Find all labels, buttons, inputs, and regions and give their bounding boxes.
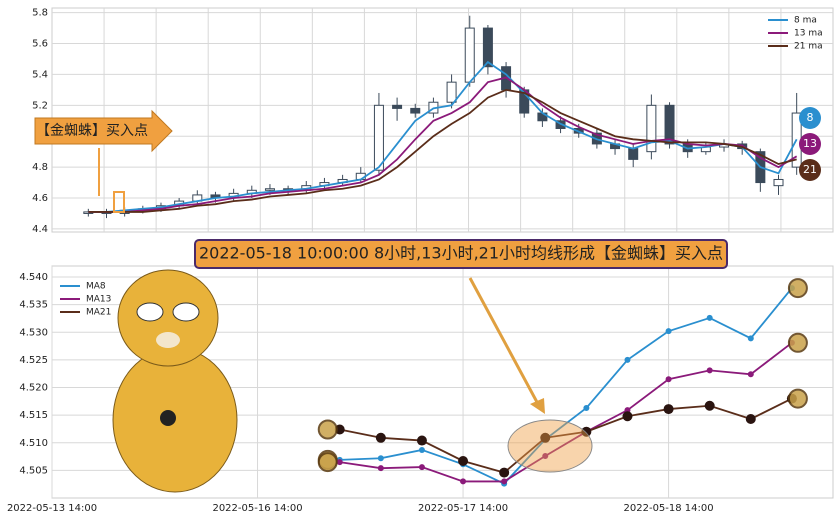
banner — [194, 239, 728, 269]
y-tick-label: 4.505 — [19, 465, 48, 476]
ma-point — [418, 446, 425, 453]
ma-line — [88, 88, 797, 213]
x-tick-label: 2022-05-18 14:00 — [624, 503, 714, 514]
candle-body — [482, 27, 493, 68]
ma-point — [665, 328, 672, 335]
ma-point — [377, 465, 384, 472]
ma-point — [622, 411, 633, 422]
pointer-head — [530, 398, 545, 414]
ma-line — [339, 342, 793, 483]
y-tick-label: 4.6 — [32, 193, 48, 204]
ma-line — [88, 60, 798, 213]
ma-point — [706, 314, 713, 321]
y-tick-label: 4.8 — [32, 162, 48, 173]
y-tick-label: 5.4 — [32, 69, 48, 80]
legend-label: 21 ma — [794, 42, 823, 52]
ma-point — [542, 453, 549, 460]
legend-label: MA8 — [86, 282, 106, 292]
end-badge-label: 8 — [807, 111, 814, 124]
spider-icon — [787, 332, 808, 353]
spider-icon — [317, 419, 338, 440]
spider-icon — [787, 278, 808, 299]
candle-body — [264, 188, 275, 191]
buy-box — [113, 191, 125, 213]
ma-point — [747, 335, 754, 342]
ma-point — [704, 400, 715, 411]
x-tick-label: 2022-05-17 14:00 — [418, 503, 508, 514]
highlight-ellipse — [507, 419, 593, 473]
y-tick-label: 4.510 — [19, 438, 48, 449]
ma-point — [663, 404, 674, 415]
ma-point — [375, 432, 386, 443]
ma-point — [501, 478, 508, 485]
candle-body — [410, 107, 421, 114]
end-badge — [799, 107, 821, 129]
ma-point — [460, 478, 467, 485]
end-badge — [799, 133, 821, 155]
spider-icon — [787, 388, 808, 409]
ma-point — [540, 432, 551, 443]
ma-point — [745, 414, 756, 425]
y-tick-label: 4.530 — [19, 327, 48, 338]
y-tick-label: 5.2 — [32, 100, 48, 111]
y-tick-label: 4.525 — [19, 355, 48, 366]
legend-label: 13 ma — [794, 29, 823, 39]
candle-body — [646, 104, 657, 153]
buy-marker — [34, 109, 173, 153]
top-plot-frame — [51, 7, 834, 233]
ma-point — [499, 467, 510, 478]
banner-text: 2022-05-18 10:00:00 8小时,13小时,21小时均线形成【金蜘… — [199, 244, 723, 263]
x-tick-label: 2022-05-16 14:00 — [212, 503, 302, 514]
ma-point — [706, 367, 713, 374]
ma-point — [581, 426, 592, 437]
legend-label: MA13 — [86, 295, 111, 305]
ma-line — [339, 287, 793, 485]
candle-body — [373, 104, 384, 171]
x-tick-label: 2022-05-13 14:00 — [7, 503, 97, 514]
ma-point — [624, 356, 631, 363]
candle-body — [628, 148, 639, 160]
ma-point — [458, 455, 469, 466]
ma-point — [377, 455, 384, 462]
ma-point — [583, 404, 590, 411]
legend-label: 8 ma — [794, 16, 817, 26]
end-badge — [799, 159, 821, 181]
pointer-arrow — [468, 277, 540, 405]
spider-icon — [317, 452, 338, 473]
candle-body — [446, 81, 457, 103]
end-badge-label: 21 — [803, 163, 817, 176]
y-tick-label: 4.520 — [19, 383, 48, 394]
y-tick-label: 4.535 — [19, 300, 48, 311]
legend-label: MA21 — [86, 308, 111, 318]
candle-body — [464, 27, 475, 83]
y-tick-label: 5.8 — [32, 8, 48, 19]
candle-body — [392, 104, 403, 109]
ma-line — [339, 397, 793, 474]
ma-point — [747, 371, 754, 378]
y-tick-label: 5.6 — [32, 39, 48, 50]
buy-label: 【金蜘蛛】买入点 — [36, 123, 148, 139]
end-badge-label: 13 — [803, 137, 817, 150]
candle-body — [773, 178, 784, 187]
y-tick-label: 4.4 — [32, 224, 48, 235]
ma-point — [416, 435, 427, 446]
ma-point — [665, 376, 672, 383]
candle-body — [664, 104, 675, 145]
dog-illustration — [112, 269, 238, 493]
ma-point — [336, 459, 343, 466]
y-tick-label: 4.515 — [19, 410, 48, 421]
y-tick-label: 4.540 — [19, 272, 48, 283]
ma-point — [418, 464, 425, 471]
